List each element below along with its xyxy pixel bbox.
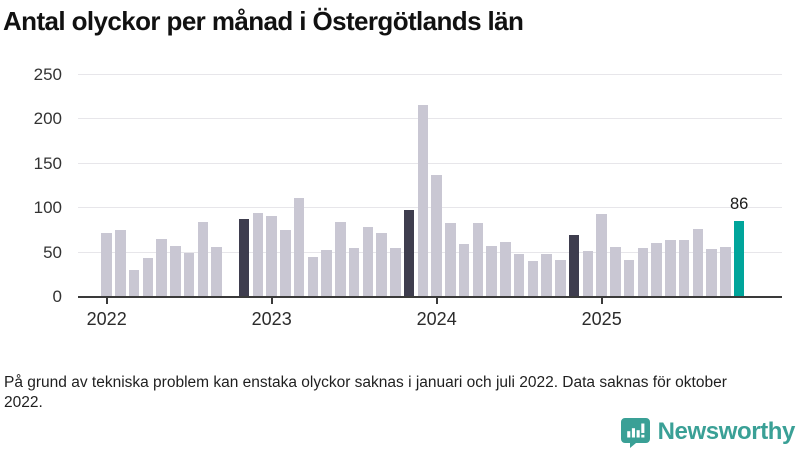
bar-2025-08 (692, 228, 704, 297)
bar-2023-03 (293, 197, 305, 297)
y-tick-label-150: 150 (33, 153, 62, 173)
bar-2024-07 (513, 253, 525, 297)
y-tick-label-200: 200 (33, 109, 62, 129)
y-tick-label-100: 100 (33, 198, 62, 218)
bar-2023-10 (390, 248, 401, 297)
bar-2022-12 (252, 212, 264, 297)
x-tick-2022 (105, 298, 108, 304)
newsworthy-wordmark: Newsworthy (657, 418, 796, 445)
bar-2025-05 (651, 242, 662, 297)
bar-2023-11 (403, 209, 415, 297)
x-tick-label-2022: 2022 (86, 309, 127, 329)
newsworthy-logo: Newsworthy (620, 416, 795, 448)
bar-2023-09 (376, 233, 387, 297)
bar-2024-04 (472, 223, 484, 297)
x-tick-2024 (435, 298, 438, 304)
bar-2025-11 (733, 220, 745, 297)
plot-area: 86 2022 2023 2024 2025 (78, 74, 782, 329)
last-bar-value-label: 86 (730, 194, 749, 213)
bar-2025-07 (678, 240, 690, 297)
y-axis-labels: 0 50 100 150 200 250 (4, 65, 70, 306)
bar-2023-08 (362, 226, 374, 297)
bar-2025-02 (610, 247, 621, 297)
bar-2025-04 (637, 248, 649, 297)
gridline-50 (78, 251, 782, 253)
bar-2023-07 (348, 248, 360, 297)
bar-2023-12 (417, 105, 429, 297)
bar-2024-08 (527, 260, 539, 297)
bar-2022-01 (101, 233, 112, 297)
bar-2024-03 (458, 243, 470, 297)
x-tick-label-2025: 2025 (581, 309, 622, 329)
bar-2024-02 (445, 223, 456, 297)
bar-2022-04 (142, 257, 154, 297)
bar-2024-12 (582, 250, 594, 297)
bar-2023-06 (335, 222, 346, 297)
x-tick-2025 (600, 298, 603, 304)
bar-2024-06 (500, 241, 511, 297)
bar-2022-02 (115, 229, 126, 297)
bar-2023-01 (266, 216, 277, 297)
chart-title: Antal olyckor per månad i Östergötlands … (3, 6, 524, 36)
bar-2022-03 (128, 270, 140, 297)
y-tick-label-250: 250 (33, 65, 62, 84)
x-tick-label-2023: 2023 (251, 309, 292, 329)
bar-2022-07 (183, 252, 195, 297)
y-tick-label-50: 50 (43, 242, 62, 262)
bar-2025-06 (665, 240, 676, 297)
x-tick-label-2024: 2024 (416, 309, 457, 329)
gridline-250 (78, 74, 782, 75)
bar-2022-08 (197, 221, 209, 297)
bar-2022-11 (238, 218, 250, 297)
bar-2024-10 (555, 259, 566, 297)
bar-2023-04 (307, 257, 319, 297)
gridline-100 (78, 207, 782, 209)
bar-2023-05 (321, 249, 332, 297)
y-tick-label-0: 0 (52, 287, 62, 306)
bar-2023-02 (280, 229, 291, 297)
bar-2024-11 (568, 234, 580, 297)
bar-2024-01 (431, 175, 442, 297)
bar-2025-01 (596, 214, 607, 297)
bar-2022-05 (156, 239, 167, 297)
footnote: På grund av tekniska problem kan enstaka… (4, 374, 727, 412)
bar-2022-09 (211, 247, 222, 297)
x-tick-2023 (270, 298, 273, 304)
bar-2024-09 (541, 253, 552, 297)
x-axis-line (78, 296, 782, 298)
gridline-200 (78, 118, 782, 120)
gridline-150 (78, 162, 782, 164)
bar-2024-05 (486, 245, 497, 297)
bar-2025-03 (623, 259, 635, 297)
newsworthy-logo-icon (620, 417, 651, 448)
bar-2025-09 (706, 249, 717, 297)
bar-2025-10 (720, 247, 731, 297)
bar-2022-06 (170, 246, 181, 297)
